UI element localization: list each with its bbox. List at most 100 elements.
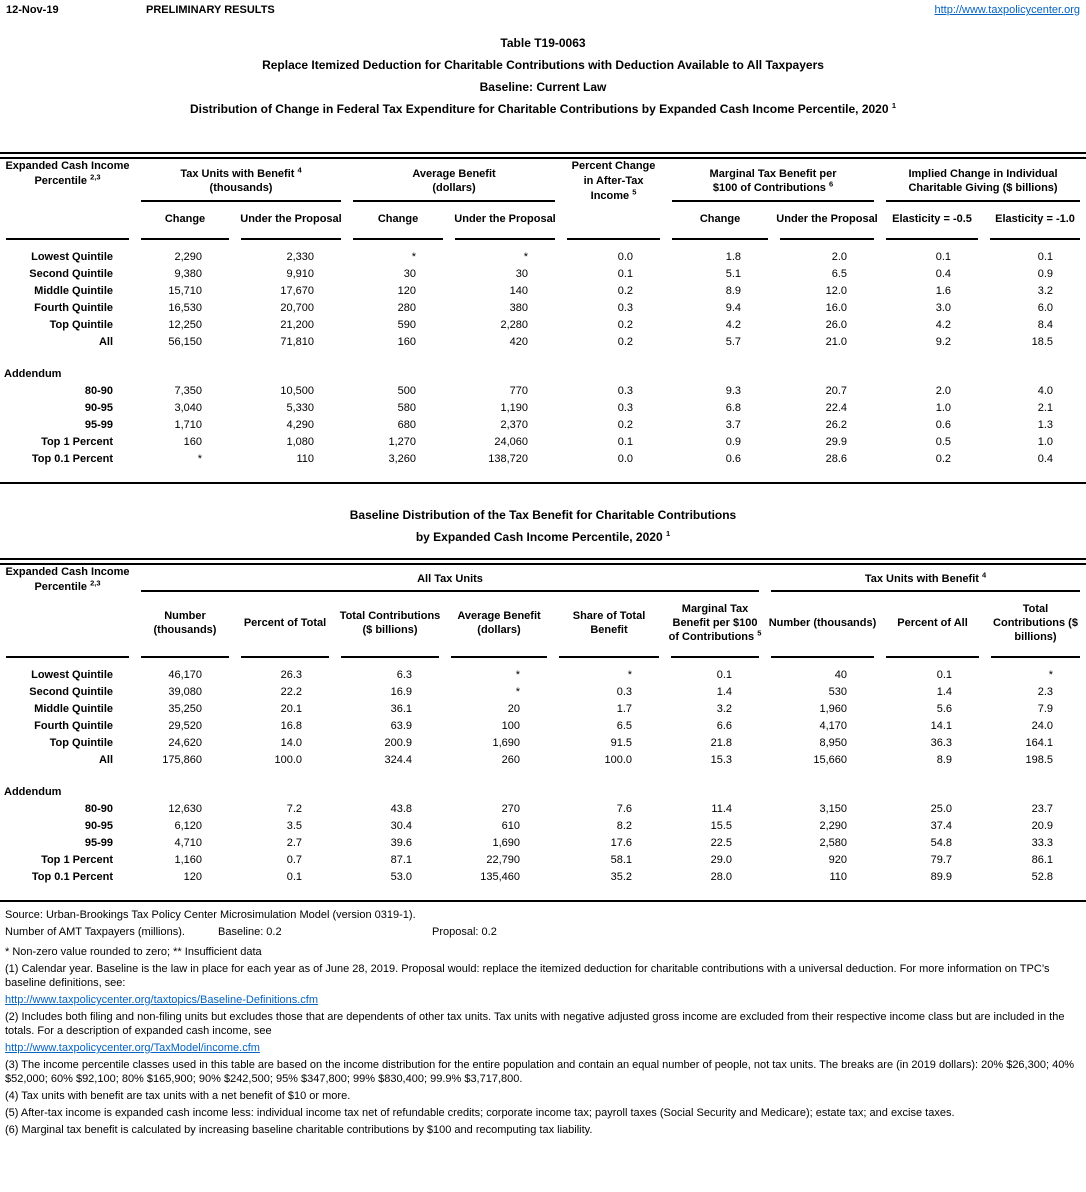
table2-header-rule-row xyxy=(0,656,1086,658)
footnote-marker: 1 xyxy=(665,529,671,538)
table-row: Middle Quintile 35,250 20.1 36.1 20 1.7 3.2 1,9… xyxy=(0,701,1086,718)
data-cell: 0.2 xyxy=(617,319,634,331)
data-cell: 89.9 xyxy=(930,871,952,883)
data-cell: 79.7 xyxy=(930,854,952,866)
data-cell: 175,860 xyxy=(162,754,202,766)
amt-baseline-value: Baseline: 0.2 xyxy=(218,926,282,938)
data-cell: 1,080 xyxy=(286,436,315,448)
data-cell: 39,080 xyxy=(168,686,202,698)
row-label: Top 0.1 Percent xyxy=(31,871,113,883)
data-cell: 8.2 xyxy=(616,820,632,832)
data-cell: 4.0 xyxy=(1037,385,1054,397)
footnote-marker: 4 xyxy=(297,165,302,175)
data-cell: 420 xyxy=(509,336,529,348)
data-cell: 0.2 xyxy=(617,285,634,297)
row-label: 95-99 xyxy=(84,419,113,431)
data-cell: 10,500 xyxy=(280,385,315,397)
data-cell: * xyxy=(515,669,520,681)
data-cell: 200.9 xyxy=(384,737,412,749)
data-cell: 3.0 xyxy=(935,302,952,314)
group-header-tax-units-with-benefit: Tax Units with Benefit 4 xyxy=(765,565,1086,592)
data-cell: 0.9 xyxy=(1037,268,1054,280)
data-cell: 1.3 xyxy=(1037,419,1054,431)
data-cell: 0.1 xyxy=(716,669,732,681)
data-cell: 20,700 xyxy=(280,302,315,314)
data-cell: 1,160 xyxy=(174,854,202,866)
data-cell: 1.8 xyxy=(725,251,742,263)
data-cell: 3.7 xyxy=(725,419,742,431)
data-cell: 6.6 xyxy=(716,720,732,732)
data-cell: 770 xyxy=(509,385,529,397)
baseline-definitions-link[interactable]: http://www.taxpolicycenter.org/taxtopics… xyxy=(5,994,319,1006)
spacer xyxy=(0,351,1086,366)
data-cell: 91.5 xyxy=(610,737,632,749)
data-cell: 2.3 xyxy=(1037,686,1054,698)
data-cell: 2,370 xyxy=(500,419,529,431)
data-cell: 29,520 xyxy=(168,720,202,732)
section-label: Addendum xyxy=(4,368,62,380)
col-header-share-of-total-benefit: Share of Total Benefit xyxy=(572,610,646,636)
preliminary-results-label: PRELIMINARY RESULTS xyxy=(146,4,275,16)
table1-sub-header-row: Change Under the Proposal Change Under t… xyxy=(0,202,1086,238)
row-label: 90-95 xyxy=(84,402,113,414)
data-cell: 16,530 xyxy=(168,302,202,314)
data-cell: * xyxy=(1048,669,1054,681)
table-row: Fourth Quintile 29,520 16.8 63.9 100 6.5 6.6 4,… xyxy=(0,718,1086,735)
data-cell: 12,630 xyxy=(168,803,202,815)
header-underline xyxy=(990,238,1081,240)
data-cell: 0.3 xyxy=(617,402,634,414)
data-cell: 86.1 xyxy=(1031,854,1054,866)
footnote-3: (3) The income percentile classes used i… xyxy=(5,1059,1075,1085)
source-note: Source: Urban-Brookings Tax Policy Cente… xyxy=(5,909,416,921)
data-cell: 21.8 xyxy=(710,737,732,749)
data-cell: 280 xyxy=(397,302,417,314)
data-cell: 120 xyxy=(183,871,202,883)
data-cell: 6.0 xyxy=(1037,302,1054,314)
footnote-marker: 2,3 xyxy=(90,578,101,588)
baseline-distribution-title: Baseline Distribution of the Tax Benefit… xyxy=(349,508,737,522)
data-cell: 8.4 xyxy=(1037,319,1054,331)
footnote-2: (2) Includes both filing and non-filing … xyxy=(5,1011,1065,1037)
data-cell: 5.7 xyxy=(725,336,742,348)
data-cell: 3.2 xyxy=(1037,285,1054,297)
data-cell: * xyxy=(515,686,520,698)
data-cell: 22,790 xyxy=(486,854,520,866)
data-cell: 0.4 xyxy=(1037,453,1054,465)
data-cell: 138,720 xyxy=(488,453,529,465)
baseline-distribution-subtitle: by Expanded Cash Income Percentile, 2020… xyxy=(415,529,671,544)
data-cell: 0.6 xyxy=(935,419,952,431)
data-cell: 25.0 xyxy=(930,803,952,815)
data-cell: 140 xyxy=(509,285,529,297)
header-underline xyxy=(780,238,875,240)
data-cell: 380 xyxy=(509,302,529,314)
data-cell: 1.4 xyxy=(716,686,732,698)
row-label: Second Quintile xyxy=(29,686,113,698)
site-link[interactable]: http://www.taxpolicycenter.org xyxy=(934,4,1080,16)
footnote-marker: 4 xyxy=(982,570,987,580)
data-cell: 4,290 xyxy=(286,419,315,431)
data-cell: * xyxy=(197,453,202,465)
data-cell: 15,660 xyxy=(813,754,847,766)
data-cell: 18.5 xyxy=(1031,336,1054,348)
data-cell: 0.0 xyxy=(617,453,634,465)
data-cell: 270 xyxy=(501,803,520,815)
data-cell: 5.1 xyxy=(725,268,742,280)
data-cell: 110 xyxy=(829,871,847,883)
header-underline xyxy=(455,238,556,240)
table2-bottom-rule xyxy=(0,900,1086,902)
row-label: Lowest Quintile xyxy=(31,669,113,681)
data-cell: 20.1 xyxy=(280,703,302,715)
data-cell: * xyxy=(523,251,529,263)
table1-body: Lowest Quintile 2,290 2,330 * * 0.0 1.8 2.0 0.1 0… xyxy=(0,240,1086,468)
data-cell: 16.0 xyxy=(825,302,848,314)
table-number-title: Table T19-0063 xyxy=(500,36,586,50)
section-label: Addendum xyxy=(4,786,62,798)
data-cell: 0.1 xyxy=(286,871,302,883)
table-row: Top Quintile 12,250 21,200 590 2,280 0.2 4.2 26… xyxy=(0,317,1086,334)
header-underline xyxy=(672,238,769,240)
data-cell: 43.8 xyxy=(390,803,412,815)
amt-label: Number of AMT Taxpayers (millions). xyxy=(5,926,185,938)
data-cell: 0.3 xyxy=(617,302,634,314)
data-cell: 6,120 xyxy=(174,820,202,832)
income-definition-link[interactable]: http://www.taxpolicycenter.org/TaxModel/… xyxy=(5,1042,260,1054)
